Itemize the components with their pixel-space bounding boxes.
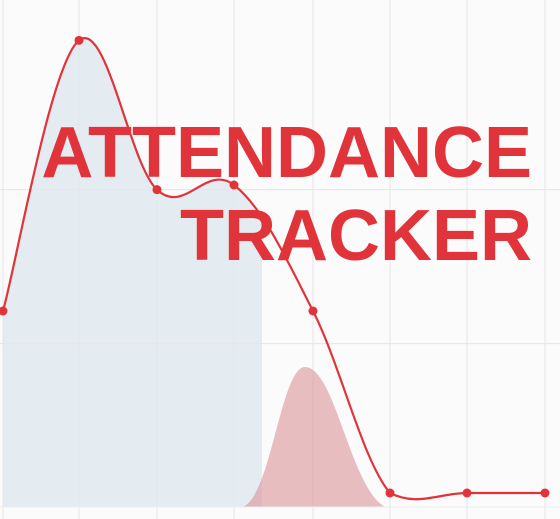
title-line-tracker: TRACKER [180, 196, 532, 276]
series-area-fill [3, 38, 262, 507]
data-point [540, 488, 550, 498]
data-point [462, 488, 472, 498]
poster-title: ATTENDANCE TRACKER [41, 112, 532, 278]
data-point [152, 185, 162, 195]
data-point [229, 180, 239, 190]
data-point [0, 306, 8, 316]
title-line-attendance: ATTENDANCE [41, 113, 532, 193]
data-point [74, 35, 84, 45]
point-group [0, 35, 550, 498]
secondary-distribution-area [240, 367, 385, 507]
data-point [308, 306, 318, 316]
data-point [385, 488, 395, 498]
area-group [3, 38, 385, 507]
